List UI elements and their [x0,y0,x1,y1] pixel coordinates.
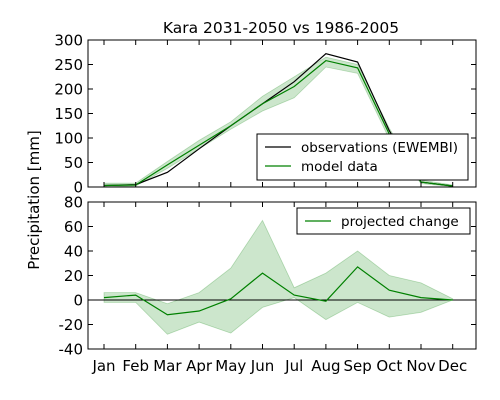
x-tick-label: Aug [311,357,340,375]
bottom-ytick-label: -40 [59,341,84,359]
x-tick-label: Jun [250,357,274,375]
bottom-ytick-label: 80 [64,194,83,212]
x-axis-ticks: Jan Feb Mar Apr May Jun Jul Aug Sep Oct Nov Dec [91,357,467,375]
top-legend-label: observations (EWEMBI) [301,140,458,156]
bottom-series-0-spread-band [103,219,454,335]
top-ytick-label: 300 [54,32,83,50]
y-axis-label: Precipitation [mm] [25,130,43,269]
top-ytick-label: 0 [73,179,83,197]
x-tick-label: Jul [284,357,303,375]
top-ytick-label: 150 [54,105,83,123]
top-ytick-label: 50 [64,154,83,172]
x-tick-label: Dec [438,357,467,375]
x-tick-label: Jan [91,357,115,375]
bottom-legend: projected change [296,207,471,235]
bottom-legend-label: projected change [341,214,459,230]
top-ytick-label: 250 [54,56,83,74]
top-legend-label: model data [301,159,378,175]
x-tick-label: Nov [406,357,435,375]
bottom-ytick-label: 20 [64,267,83,285]
bottom-series-0-line [103,266,453,316]
x-tick-label: Mar [153,357,182,375]
x-tick-label: Feb [122,357,149,375]
bottom-ytick-label: 0 [73,292,83,310]
top-panel: 0 50 100 150 200 250 300 observations (EWEMBI) m… [54,32,477,197]
x-tick-label: Sep [343,357,371,375]
top-legend-box [256,133,469,181]
top-legend: observations (EWEMBI) model data [256,133,469,181]
top-ytick-label: 200 [54,81,83,99]
x-tick-label: Apr [186,357,213,375]
x-tick-label: Oct [376,357,402,375]
bottom-panel: -40 -20 0 20 40 60 80 projected change [59,194,477,359]
bottom-ytick-label: 60 [64,218,83,236]
chart-title: Kara 2031-2050 vs 1986-2005 [163,19,399,37]
x-tick-label: May [215,357,246,375]
top-ytick-label: 100 [54,130,83,148]
bottom-ytick-label: -20 [59,316,84,334]
bottom-ytick-label: 40 [64,243,83,261]
